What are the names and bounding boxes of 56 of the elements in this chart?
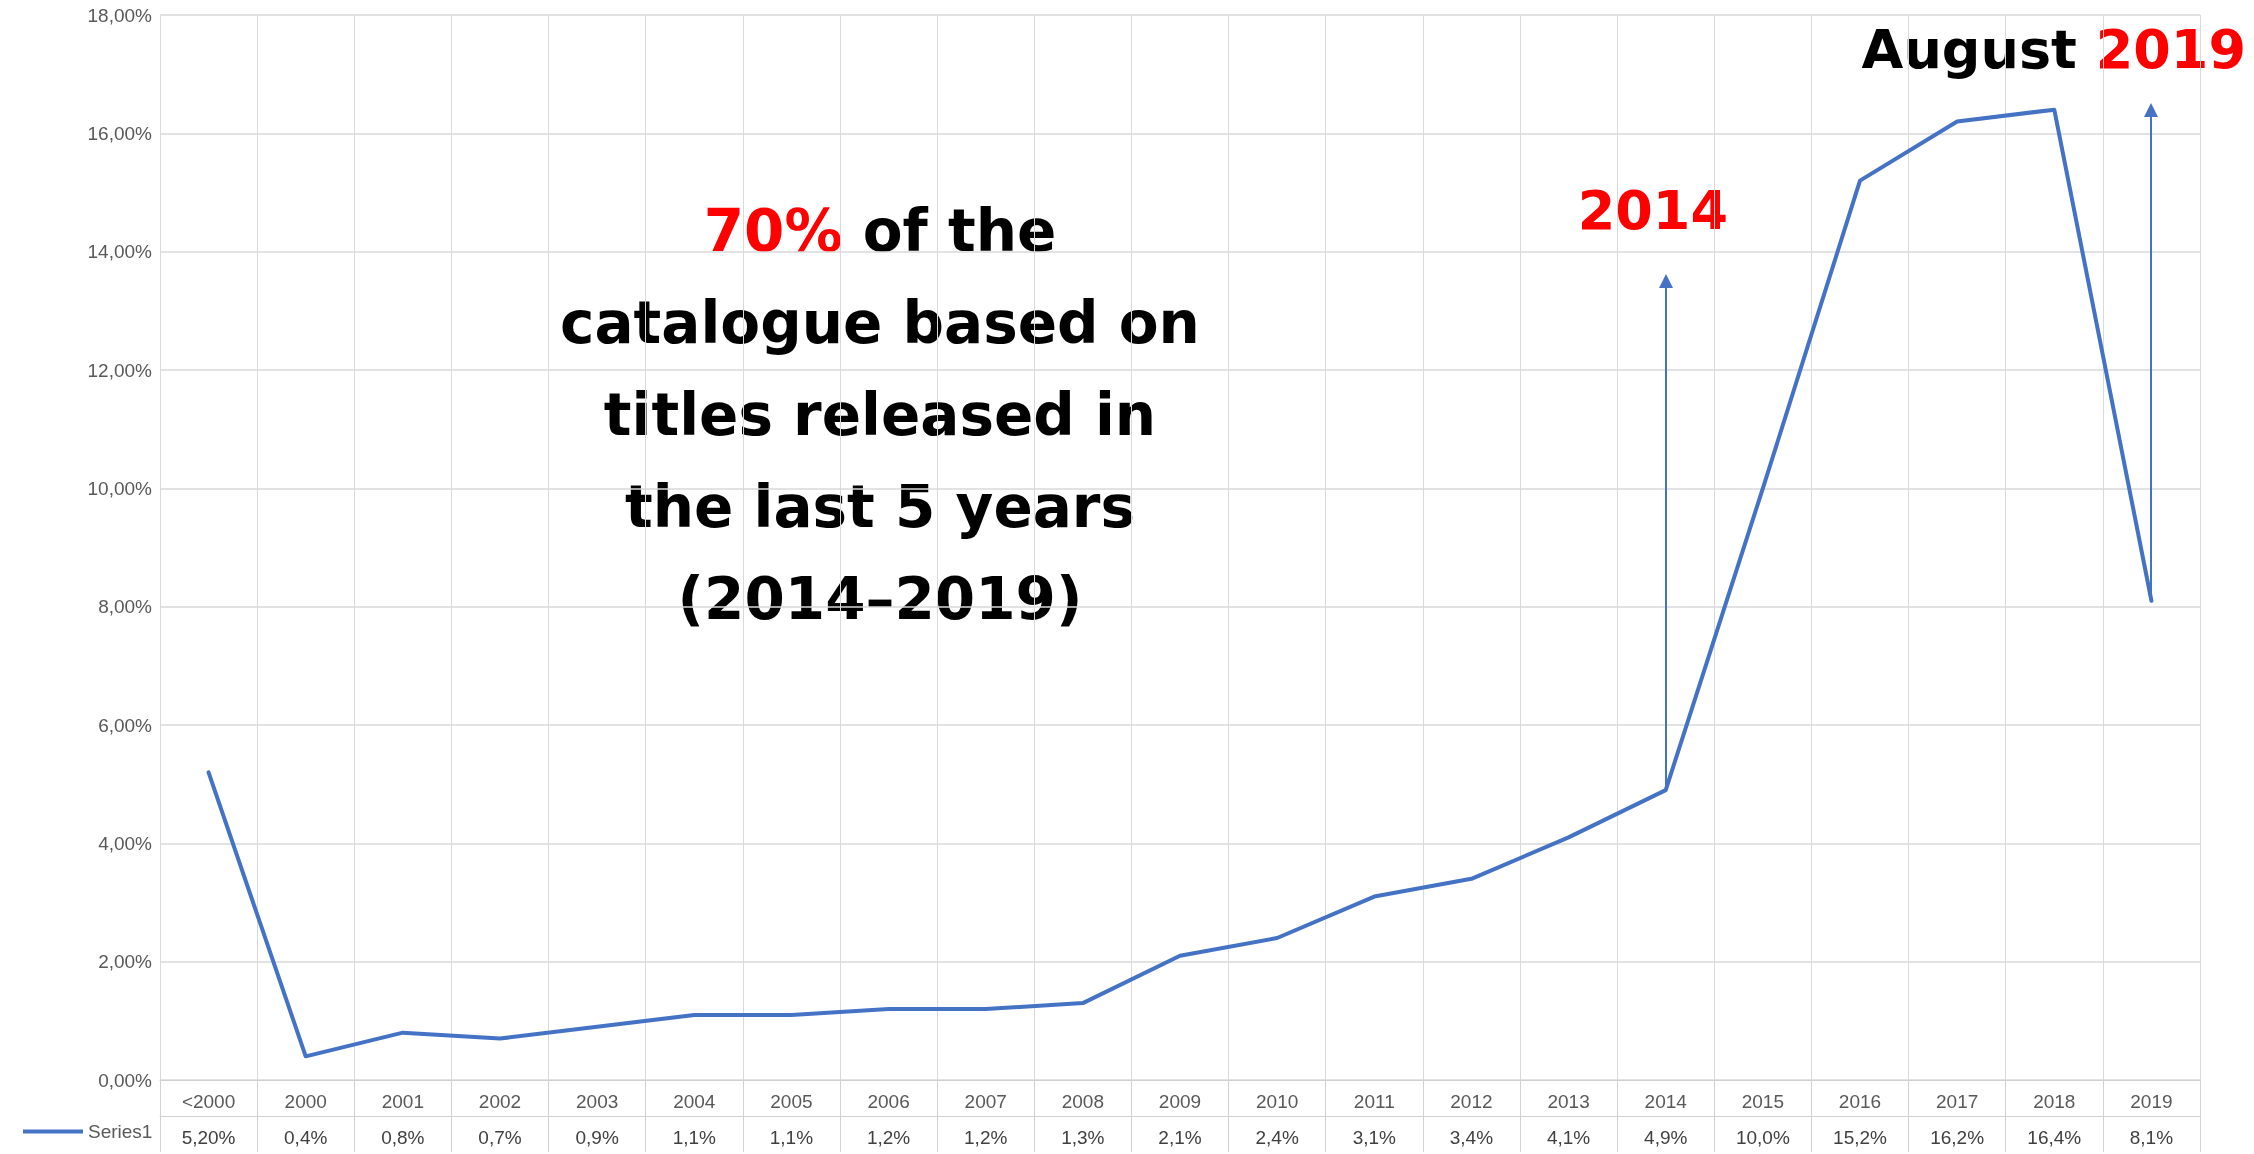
annotation: August 2019 — [1861, 17, 2246, 81]
data-label: 0,4% — [284, 1127, 328, 1148]
y-tick-label: 2,00% — [98, 951, 153, 973]
y-tick-label: 8,00% — [98, 596, 153, 618]
data-label: 3,4% — [1449, 1127, 1494, 1148]
data-label: 2,4% — [1255, 1127, 1299, 1148]
data-label: 10,0% — [1735, 1127, 1790, 1148]
x-tick-label: 2010 — [1256, 1091, 1299, 1112]
y-tick-label: 4,00% — [98, 832, 153, 854]
x-tick-label: 2011 — [1353, 1091, 1395, 1112]
x-tick-label: 2015 — [1741, 1091, 1784, 1112]
x-tick-label: 2012 — [1450, 1091, 1493, 1112]
x-tick-label: 2000 — [284, 1091, 327, 1112]
y-tick-label: 16,00% — [87, 122, 153, 144]
data-label: 0,9% — [575, 1127, 619, 1148]
data-label: 2,1% — [1158, 1127, 1202, 1148]
y-tick-label: 6,00% — [98, 714, 153, 736]
x-tick-label: 2009 — [1158, 1091, 1202, 1112]
x-tick-label: 2007 — [964, 1091, 1007, 1112]
y-tick-label: 10,00% — [87, 477, 153, 499]
x-tick-label: 2004 — [673, 1091, 716, 1112]
x-tick-label: 2016 — [1838, 1091, 1882, 1112]
y-tick-label: 18,00% — [87, 4, 153, 26]
data-label: 16,2% — [1930, 1127, 1985, 1148]
data-label: 16,4% — [2027, 1127, 2082, 1148]
data-label: 1,2% — [866, 1127, 911, 1148]
y-tick-label: 12,00% — [87, 359, 153, 381]
x-tick-label: 2013 — [1547, 1091, 1590, 1112]
x-tick-label: 2005 — [770, 1091, 813, 1112]
data-label: 1,1% — [672, 1127, 717, 1148]
data-label: 1,3% — [1061, 1127, 1105, 1148]
data-label: 15,2% — [1833, 1127, 1888, 1148]
data-label: 5,20% — [181, 1127, 236, 1148]
x-tick-label: 2003 — [576, 1091, 619, 1112]
data-label: 1,1% — [769, 1127, 814, 1148]
y-tick-label: 14,00% — [87, 241, 153, 263]
x-tick-label: 2017 — [1936, 1091, 1979, 1112]
data-label: 3,1% — [1352, 1127, 1397, 1148]
x-tick-label: 2019 — [2130, 1091, 2173, 1112]
x-tick-label: 2006 — [867, 1091, 910, 1112]
x-tick-label: 2001 — [381, 1091, 424, 1112]
x-tick-label: 2018 — [2033, 1091, 2076, 1112]
data-label: 4,1% — [1546, 1127, 1591, 1148]
y-tick-label: 0,00% — [98, 1069, 153, 1091]
data-label: 0,8% — [381, 1127, 425, 1148]
annotation: 2014 — [1577, 179, 1729, 243]
data-label: 0,7% — [478, 1127, 522, 1148]
data-label: 1,2% — [964, 1127, 1008, 1148]
annotation: 70% of the catalogue based on titles released in the last 5 years (2014–2019) — [560, 197, 1200, 633]
x-tick-label: 2002 — [478, 1091, 522, 1112]
data-label: 4,9% — [1644, 1127, 1688, 1148]
legend-label: Series1 — [88, 1121, 153, 1142]
x-tick-label: 2008 — [1061, 1091, 1104, 1112]
data-label: 8,1% — [2129, 1127, 2174, 1148]
x-tick-label: 2014 — [1644, 1091, 1688, 1112]
x-tick-label: <2000 — [181, 1091, 236, 1112]
